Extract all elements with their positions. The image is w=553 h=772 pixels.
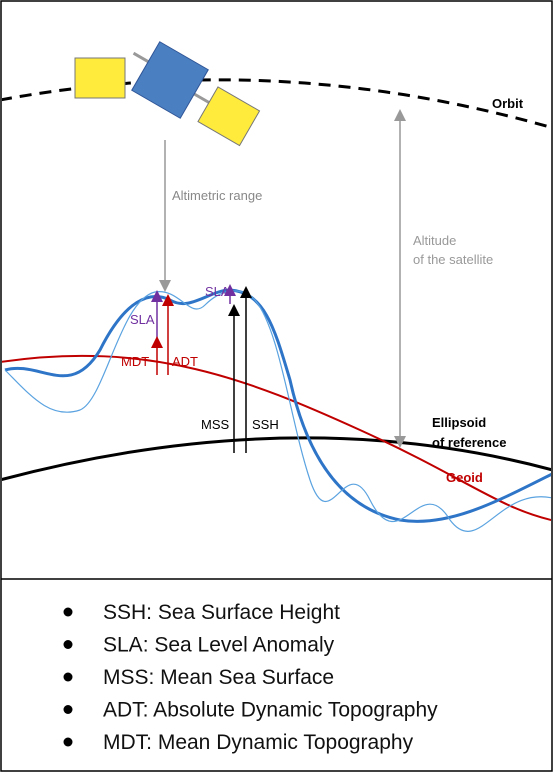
altitude-label: of the satellite: [413, 252, 493, 267]
geoid-label: Geoid: [446, 470, 483, 485]
bullet: [64, 640, 73, 649]
sla-label: SLA: [205, 284, 230, 299]
page: Orbit Altimetric range Altitude of the s…: [0, 0, 553, 772]
ssh-label: SSH: [252, 417, 279, 432]
orbit-label: Orbit: [492, 96, 524, 111]
legend-item: MDT: Mean Dynamic Topography: [103, 731, 414, 754]
range-label: Altimetric range: [172, 188, 262, 203]
legend-item: ADT: Absolute Dynamic Topography: [103, 699, 438, 722]
ellipsoid-label: of reference: [432, 435, 506, 450]
mdt-label: MDT: [121, 354, 149, 369]
bullet: [64, 608, 73, 617]
altitude-label: Altitude: [413, 233, 456, 248]
figure: Orbit Altimetric range Altitude of the s…: [0, 0, 553, 772]
sla-label: SLA: [130, 312, 155, 327]
mss-label: MSS: [201, 417, 230, 432]
ellipsoid-label: Ellipsoid: [432, 415, 486, 430]
bullet: [64, 705, 73, 714]
adt-label: ADT: [172, 354, 198, 369]
legend-item: SSH: Sea Surface Height: [103, 601, 340, 624]
bullet: [64, 673, 73, 682]
legend-item: MSS: Mean Sea Surface: [103, 666, 334, 689]
legend-item: SLA: Sea Level Anomaly: [103, 634, 335, 657]
bullet: [64, 738, 73, 747]
